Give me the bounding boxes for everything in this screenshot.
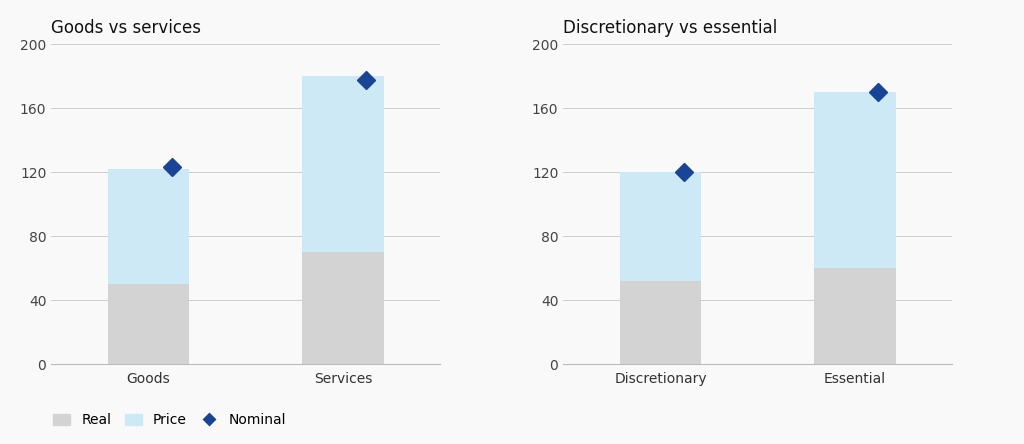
Bar — [302, 76, 384, 252]
Bar — [620, 281, 701, 364]
Text: Discretionary vs essential: Discretionary vs essential — [563, 19, 777, 37]
Bar — [108, 169, 189, 284]
Bar — [108, 284, 189, 364]
Bar — [814, 92, 896, 268]
Bar — [302, 252, 384, 364]
Legend: Real, Price, Nominal: Real, Price, Nominal — [48, 408, 292, 432]
Bar — [620, 172, 701, 281]
Text: Goods vs services: Goods vs services — [51, 19, 201, 37]
Bar — [814, 268, 896, 364]
